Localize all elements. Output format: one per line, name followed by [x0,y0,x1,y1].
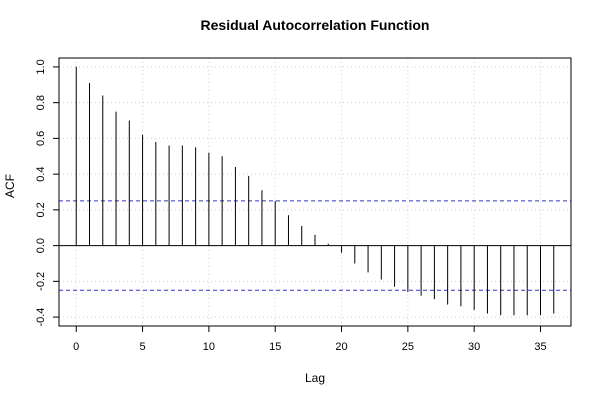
y-tick-label: 0.8 [35,95,47,110]
y-tick-label: 0.0 [35,238,47,253]
grid [59,58,571,326]
y-tick-label: -0.2 [35,272,47,291]
y-tick-label: -0.4 [35,308,47,327]
axes: 0 5 10 15 20 25 30 35 -0.4 -0.2 0.0 0.2 0.4 0.6 0.8 1.0 [35,59,547,353]
x-tick-label: 30 [468,341,480,353]
chart-title: Residual Autocorrelation Function [201,17,430,33]
confidence-bounds [59,200,571,291]
x-tick-label: 5 [140,341,146,353]
y-axis-label: ACF [3,174,17,198]
x-tick-label: 20 [335,341,347,353]
x-tick-label: 15 [269,341,281,353]
y-tick-label: 0.4 [35,166,47,181]
x-tick-label: 0 [73,341,79,353]
plot-frame [58,57,572,327]
y-tick-label: 0.6 [35,131,47,146]
acf-bars [59,66,571,316]
x-tick-label: 10 [203,341,215,353]
x-tick-label: 35 [534,341,546,353]
x-axis-label: Lag [305,371,325,385]
y-tick-label: 1.0 [35,59,47,74]
y-tick-label: 0.2 [35,202,47,217]
x-tick-label: 25 [402,341,414,353]
